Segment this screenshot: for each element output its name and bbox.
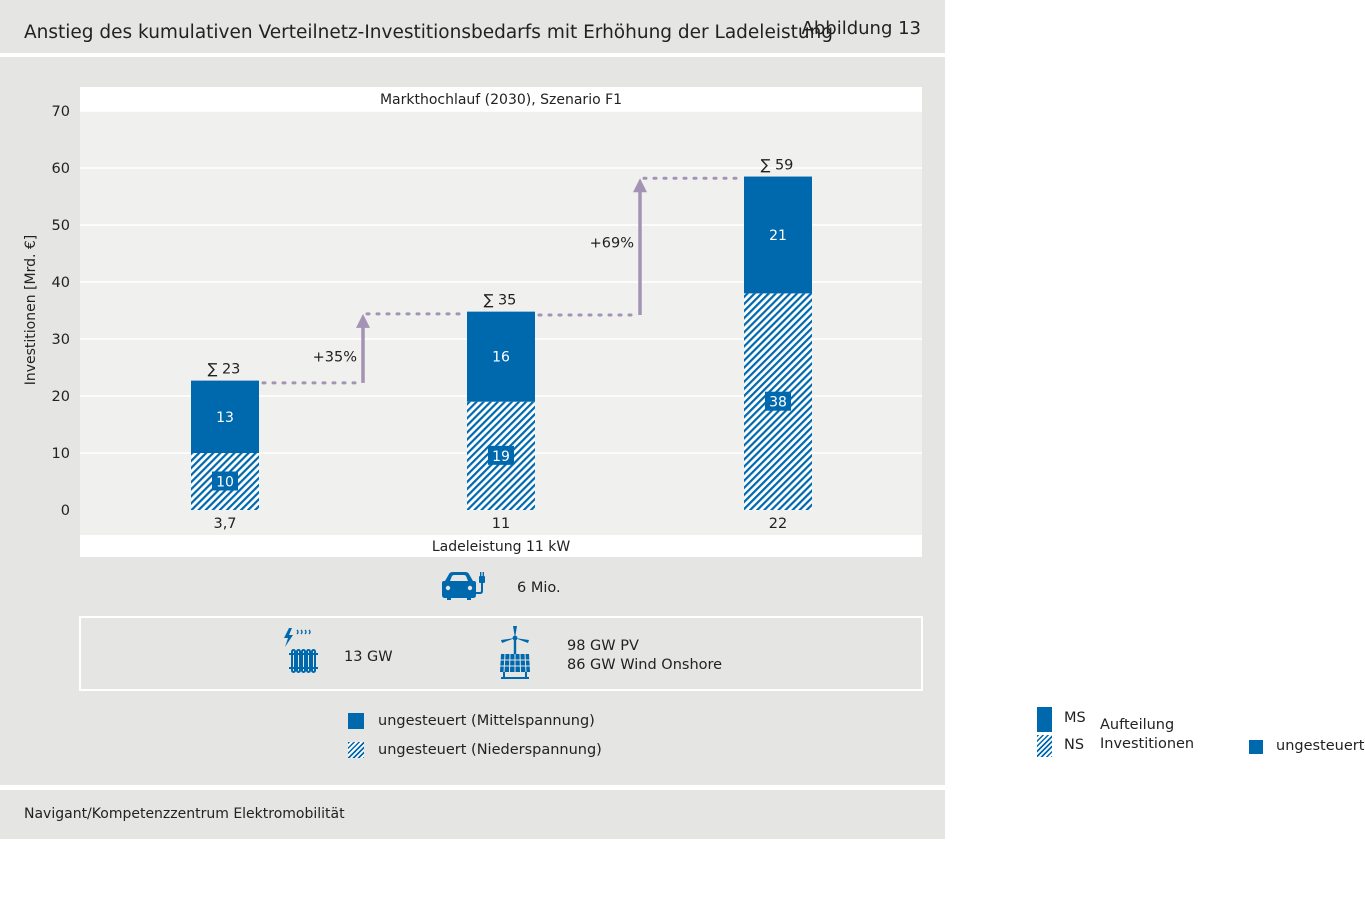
y-tick-label: 70 bbox=[52, 104, 70, 120]
data-label-box bbox=[212, 471, 238, 491]
electric-car-icon bbox=[442, 572, 485, 600]
data-label-ns: 10 bbox=[216, 475, 234, 491]
figure-number: Abbildung 13 bbox=[801, 18, 921, 39]
legend-label-hatch: ungesteuert (Niederspannung) bbox=[378, 742, 602, 758]
right-legend-line2: Investitionen bbox=[1100, 736, 1195, 752]
data-label-ms: 13 bbox=[216, 410, 234, 426]
y-axis: 0 10 20 30 40 50 60 70 bbox=[52, 104, 70, 519]
heat-pump-radiator-icon bbox=[284, 628, 318, 673]
increase-links: +35% +69% bbox=[261, 176, 742, 385]
right-legend-ns-swatch bbox=[1037, 735, 1052, 757]
chart-subtitle: Markthochlauf (2030), Szenario F1 bbox=[380, 92, 622, 108]
y-tick-label: 10 bbox=[52, 446, 70, 462]
total-label: ∑ 59 bbox=[761, 158, 794, 174]
data-label-box bbox=[765, 391, 791, 411]
increase-label: +35% bbox=[313, 349, 357, 365]
vehicles-text: 6 Mio. bbox=[517, 580, 561, 596]
arrow-head bbox=[633, 178, 647, 193]
legend-item-solid: ungesteuert (Mittelspannung) bbox=[348, 713, 595, 729]
arrow-head bbox=[356, 313, 370, 328]
data-label-ms: 21 bbox=[769, 228, 787, 244]
info-row-vehicles bbox=[80, 557, 922, 617]
x-tick-label: 3,7 bbox=[213, 516, 236, 532]
x-axis: 3,7 11 22 bbox=[213, 516, 787, 532]
bar-segment-ms bbox=[467, 311, 535, 402]
legend-label-solid: ungesteuert (Mittelspannung) bbox=[378, 713, 595, 729]
y-tick-label: 30 bbox=[52, 332, 70, 348]
x-tick-label: 22 bbox=[769, 516, 787, 532]
wind-text: 86 GW Wind Onshore bbox=[567, 657, 722, 673]
legend-item-hatch: ungesteuert (Niederspannung) bbox=[348, 742, 602, 758]
x-tick-band bbox=[80, 511, 922, 535]
y-tick-label: 20 bbox=[52, 389, 70, 405]
x-axis-label: Ladeleistung 11 kW bbox=[432, 539, 571, 555]
right-legend-ungesteuert-swatch bbox=[1249, 740, 1263, 754]
y-tick-label: 40 bbox=[52, 275, 70, 291]
heat-text: 13 GW bbox=[344, 649, 393, 665]
y-tick-label: 50 bbox=[52, 218, 70, 234]
legend-swatch-hatch bbox=[348, 742, 364, 758]
right-legend-ms-swatch bbox=[1037, 707, 1052, 732]
total-label: ∑ 23 bbox=[208, 362, 241, 378]
subtitle-band bbox=[80, 87, 922, 111]
data-label-ms: 16 bbox=[492, 350, 510, 366]
info-row-energy bbox=[79, 616, 923, 691]
data-label-ns: 19 bbox=[492, 449, 510, 465]
source-bar: Navigant/Kompetenzzentrum Elektromobilit… bbox=[0, 790, 945, 839]
x-tick-label: 11 bbox=[492, 516, 510, 532]
right-legend-ungesteuert: ungesteuert bbox=[1276, 738, 1365, 754]
title-bar: Anstieg des kumulativen Verteilnetz-Inve… bbox=[0, 0, 945, 53]
source-text: Navigant/Kompetenzzentrum Elektromobilit… bbox=[24, 806, 345, 822]
right-legend-ms: MS bbox=[1064, 710, 1086, 726]
wind-solar-icon bbox=[500, 626, 530, 679]
right-legend-line1: Aufteilung bbox=[1100, 717, 1175, 733]
y-tick-label: 60 bbox=[52, 161, 70, 177]
data-label-ns: 38 bbox=[769, 395, 787, 411]
bar-segment-ms bbox=[191, 380, 259, 453]
right-legend-ns: NS bbox=[1064, 737, 1085, 753]
chart-title: Anstieg des kumulativen Verteilnetz-Inve… bbox=[24, 22, 834, 43]
data-label-box bbox=[488, 445, 514, 465]
total-label: ∑ 35 bbox=[484, 293, 517, 309]
increase-label: +69% bbox=[590, 236, 634, 252]
x-label-band bbox=[80, 535, 922, 557]
bar-segment-ms bbox=[744, 176, 812, 294]
y-axis-label: Investitionen [Mrd. €] bbox=[23, 235, 39, 386]
pv-text: 98 GW PV bbox=[567, 638, 639, 654]
y-tick-label: 0 bbox=[61, 503, 70, 519]
legend-swatch-solid bbox=[348, 713, 364, 729]
bars: 10 13 ∑ 23 19 16 ∑ 35 38 21 ∑ 59 bbox=[191, 158, 812, 510]
